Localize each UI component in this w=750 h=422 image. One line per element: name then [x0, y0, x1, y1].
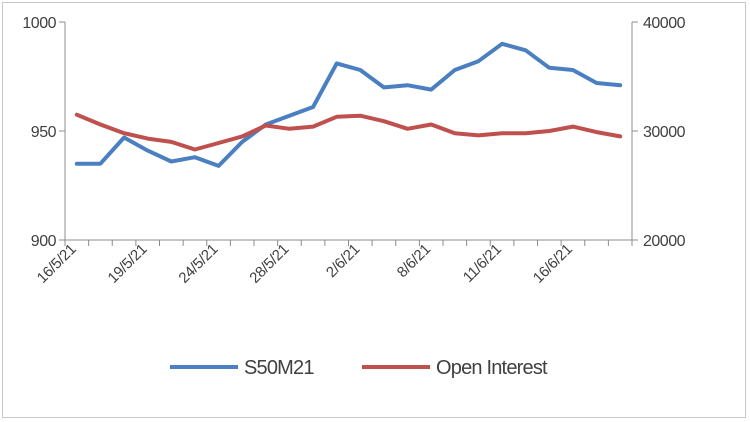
y-right-tick-label: 40000 — [643, 15, 686, 32]
x-tick-label: 24/5/21 — [175, 241, 221, 287]
legend-label: Open Interest — [436, 357, 548, 379]
x-tick-label: 16/6/21 — [530, 241, 576, 287]
y-right-tick-label: 30000 — [643, 124, 686, 141]
chart-legend: S50M21 Open Interest — [170, 357, 549, 379]
legend-label: S50M21 — [244, 357, 314, 379]
x-tick-label: 11/6/21 — [460, 241, 505, 286]
series-line-s50m21 — [74, 41, 623, 168]
y-left-tick-label: 1000 — [22, 15, 56, 32]
x-tick-label: 19/5/21 — [105, 241, 151, 287]
x-tick-label: 2/6/21 — [323, 241, 363, 281]
x-tick-label: 8/6/21 — [394, 241, 434, 281]
series-lines — [74, 41, 623, 168]
y-right-tick-label: 20000 — [643, 233, 686, 250]
series-line-open-interest — [74, 112, 623, 152]
y-left-tick-label: 900 — [31, 233, 57, 250]
y-left-tick-label: 950 — [31, 124, 57, 141]
chart-frame — [2, 2, 746, 418]
x-tick-label: 28/5/21 — [246, 241, 292, 287]
